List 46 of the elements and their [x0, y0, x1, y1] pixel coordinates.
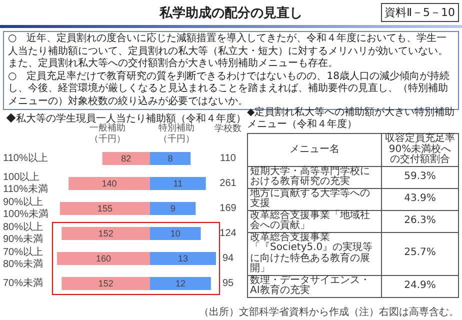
text: 43.9% [404, 192, 436, 204]
text: 95 [222, 278, 234, 289]
chart-title: ◆私大等の学生現員一人当たり補助額（令和４年度） [6, 112, 246, 124]
y-tick-label: 70%以上 80%未満 [3, 246, 44, 270]
text: 資料Ⅱ－5－10 [380, 3, 459, 22]
data-label: 160 [96, 254, 112, 264]
data-label: 11 [173, 178, 183, 188]
text: 124 [220, 228, 237, 239]
y-tick-label: 70%未満 [3, 277, 44, 289]
category-label: 地方に貢献する大学等への支援 [248, 188, 382, 210]
data-label: 152 [98, 278, 114, 288]
y-tick-label: 100以上 110%未満 [3, 171, 48, 195]
category-label: 数理・データサイエンス・AI教育の充実 [248, 274, 382, 297]
text: ○ 近年、定員割れの度合いに応じた減額措置を導入してきたが、令和４年度においても、学生一人当たり補助額について、定員割れの私大等（私立大・短大）に対するメリハリが効いていない。また、定員割れ私大等への交付額割合が大きい特別補助メニューも存在。 [8, 33, 449, 70]
data-label: 155 [97, 204, 112, 214]
data-label: 82 [121, 154, 132, 164]
text: （出所）文部科学省資料から作成（注）右図は高専含む。 [199, 307, 459, 318]
category-label: 改革総合支援事業「『Society5.0』の実現等に向けた特色ある教育の展開」 [248, 232, 382, 275]
text: 学校数 [214, 123, 242, 133]
text: 261 [220, 178, 237, 189]
text: メニュー名 [248, 134, 382, 166]
y-tick-label: 110%以上 [3, 152, 48, 164]
series-label: 一般補助（千円） [90, 122, 126, 144]
data-label: 8 [168, 154, 173, 164]
data-label: 13 [178, 254, 188, 264]
text: 26.3% [404, 214, 436, 226]
text: 110 [220, 153, 236, 164]
series-label: 特別補助（千円） [158, 122, 194, 144]
category-label: 短期大学・高等専門学校における教育研究の充実 [248, 166, 382, 188]
category-label: 改革総合支援事業「地域社会への貢献」 [248, 210, 382, 232]
text: 収容定員充足率90%未満校への交付額割合 [382, 133, 458, 166]
text: 59.3% [404, 170, 436, 182]
data-label: 9 [170, 204, 176, 214]
y-tick-label: 90%以上 100%未満 [3, 196, 49, 220]
text: ○ 定員充足率だけで教育研究の質を判断できるわけではないものの、18歳人口の減少傾向が持続し、今後、経営環境が厳しくなると見込まれることを踏まえれば、補助要件の見直し、（特別補助メニューの）対象校数の絞り込みが必要ではないか。 [8, 70, 450, 106]
data-label: 152 [98, 228, 114, 238]
text: 94 [222, 253, 234, 264]
text: 私学助成の配分の見直し [160, 6, 302, 21]
y-tick-label: 80%以上 90%未満 [3, 221, 44, 245]
data-label: 10 [170, 228, 180, 238]
data-label: 140 [102, 178, 117, 188]
data-label: 12 [175, 278, 186, 288]
text: ◆定員割れ私大等への補助額が大きい特別補助メニュー（令和４年度） [247, 107, 456, 131]
text: 25.7% [404, 247, 436, 258]
text: 24.9% [404, 280, 436, 291]
text: 169 [220, 203, 237, 214]
